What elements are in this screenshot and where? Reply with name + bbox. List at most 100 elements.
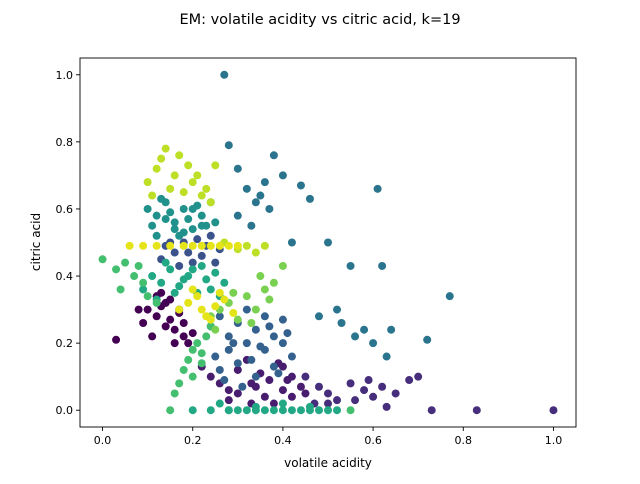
data-point bbox=[472, 406, 481, 415]
data-point bbox=[333, 406, 342, 415]
data-point bbox=[148, 272, 157, 281]
y-tick-label: 0.0 bbox=[56, 404, 74, 417]
data-point bbox=[166, 241, 175, 250]
data-point bbox=[161, 258, 170, 267]
data-point bbox=[125, 241, 134, 250]
data-point bbox=[549, 406, 558, 415]
data-point bbox=[260, 406, 269, 415]
data-point bbox=[197, 191, 206, 200]
data-point bbox=[405, 376, 414, 385]
data-point bbox=[427, 406, 436, 415]
data-point bbox=[242, 241, 251, 250]
data-point bbox=[333, 396, 342, 405]
data-point bbox=[197, 251, 206, 260]
data-point bbox=[378, 261, 387, 270]
data-point bbox=[215, 312, 224, 321]
data-point bbox=[287, 238, 296, 247]
data-point bbox=[233, 359, 242, 368]
data-point bbox=[188, 285, 197, 294]
data-point bbox=[314, 382, 323, 391]
data-point bbox=[152, 312, 161, 321]
data-point bbox=[179, 188, 188, 197]
data-point bbox=[233, 241, 242, 250]
data-point bbox=[211, 325, 220, 334]
plot-frame bbox=[79, 57, 577, 428]
data-point bbox=[211, 302, 220, 311]
data-point bbox=[175, 151, 184, 160]
data-point bbox=[175, 282, 184, 291]
data-point bbox=[387, 325, 396, 334]
data-point bbox=[166, 295, 175, 304]
data-point bbox=[211, 258, 220, 267]
data-point bbox=[202, 184, 211, 193]
data-point bbox=[139, 285, 148, 294]
data-point bbox=[220, 376, 229, 385]
data-point bbox=[260, 392, 269, 401]
data-point bbox=[211, 161, 220, 170]
data-point bbox=[206, 372, 215, 381]
data-point bbox=[301, 372, 310, 381]
data-point bbox=[364, 376, 373, 385]
x-tick-label: 0.2 bbox=[184, 434, 202, 447]
data-point bbox=[391, 389, 400, 398]
data-point bbox=[305, 402, 314, 411]
data-point bbox=[256, 272, 265, 281]
data-point bbox=[184, 215, 193, 224]
data-point bbox=[215, 288, 224, 297]
data-point bbox=[143, 204, 152, 213]
data-point bbox=[188, 265, 197, 274]
data-point bbox=[324, 238, 332, 247]
data-point bbox=[247, 221, 256, 230]
data-point bbox=[382, 402, 391, 411]
data-point bbox=[179, 332, 188, 341]
data-point bbox=[188, 329, 197, 338]
data-point bbox=[148, 221, 157, 230]
data-point bbox=[278, 315, 287, 324]
data-point bbox=[260, 241, 269, 250]
data-point bbox=[233, 211, 242, 220]
x-tick-label: 0.6 bbox=[364, 434, 382, 447]
data-point bbox=[188, 345, 197, 354]
points-layer bbox=[98, 70, 558, 415]
data-point bbox=[188, 258, 197, 267]
data-point bbox=[269, 362, 278, 371]
data-point bbox=[215, 399, 224, 408]
data-point bbox=[166, 406, 175, 415]
data-point bbox=[242, 406, 251, 415]
data-point bbox=[170, 389, 179, 398]
data-point bbox=[188, 204, 197, 213]
data-point bbox=[202, 332, 211, 341]
data-point bbox=[152, 211, 161, 220]
data-point bbox=[184, 248, 193, 257]
data-point bbox=[224, 396, 233, 405]
data-point bbox=[139, 319, 148, 328]
data-point bbox=[251, 325, 260, 334]
data-point bbox=[143, 305, 152, 314]
data-point bbox=[188, 372, 197, 381]
data-point bbox=[251, 382, 260, 391]
data-point bbox=[121, 258, 130, 267]
x-tick-label: 1.0 bbox=[545, 434, 563, 447]
data-point bbox=[152, 231, 161, 240]
data-point bbox=[166, 315, 175, 324]
data-point bbox=[346, 379, 355, 388]
data-point bbox=[229, 288, 238, 297]
data-point bbox=[233, 389, 242, 398]
data-point bbox=[188, 178, 197, 187]
data-point bbox=[193, 339, 202, 348]
data-point bbox=[193, 235, 202, 244]
data-point bbox=[184, 355, 193, 364]
data-point bbox=[251, 198, 260, 207]
data-point bbox=[278, 171, 287, 180]
data-point bbox=[278, 261, 287, 270]
data-point bbox=[247, 355, 256, 364]
data-point bbox=[161, 322, 170, 331]
data-point bbox=[324, 406, 332, 415]
data-point bbox=[224, 141, 233, 150]
data-point bbox=[197, 211, 206, 220]
data-point bbox=[175, 379, 184, 388]
data-point bbox=[351, 332, 360, 341]
data-point bbox=[260, 285, 269, 294]
data-point bbox=[197, 221, 206, 230]
data-point bbox=[314, 312, 323, 321]
